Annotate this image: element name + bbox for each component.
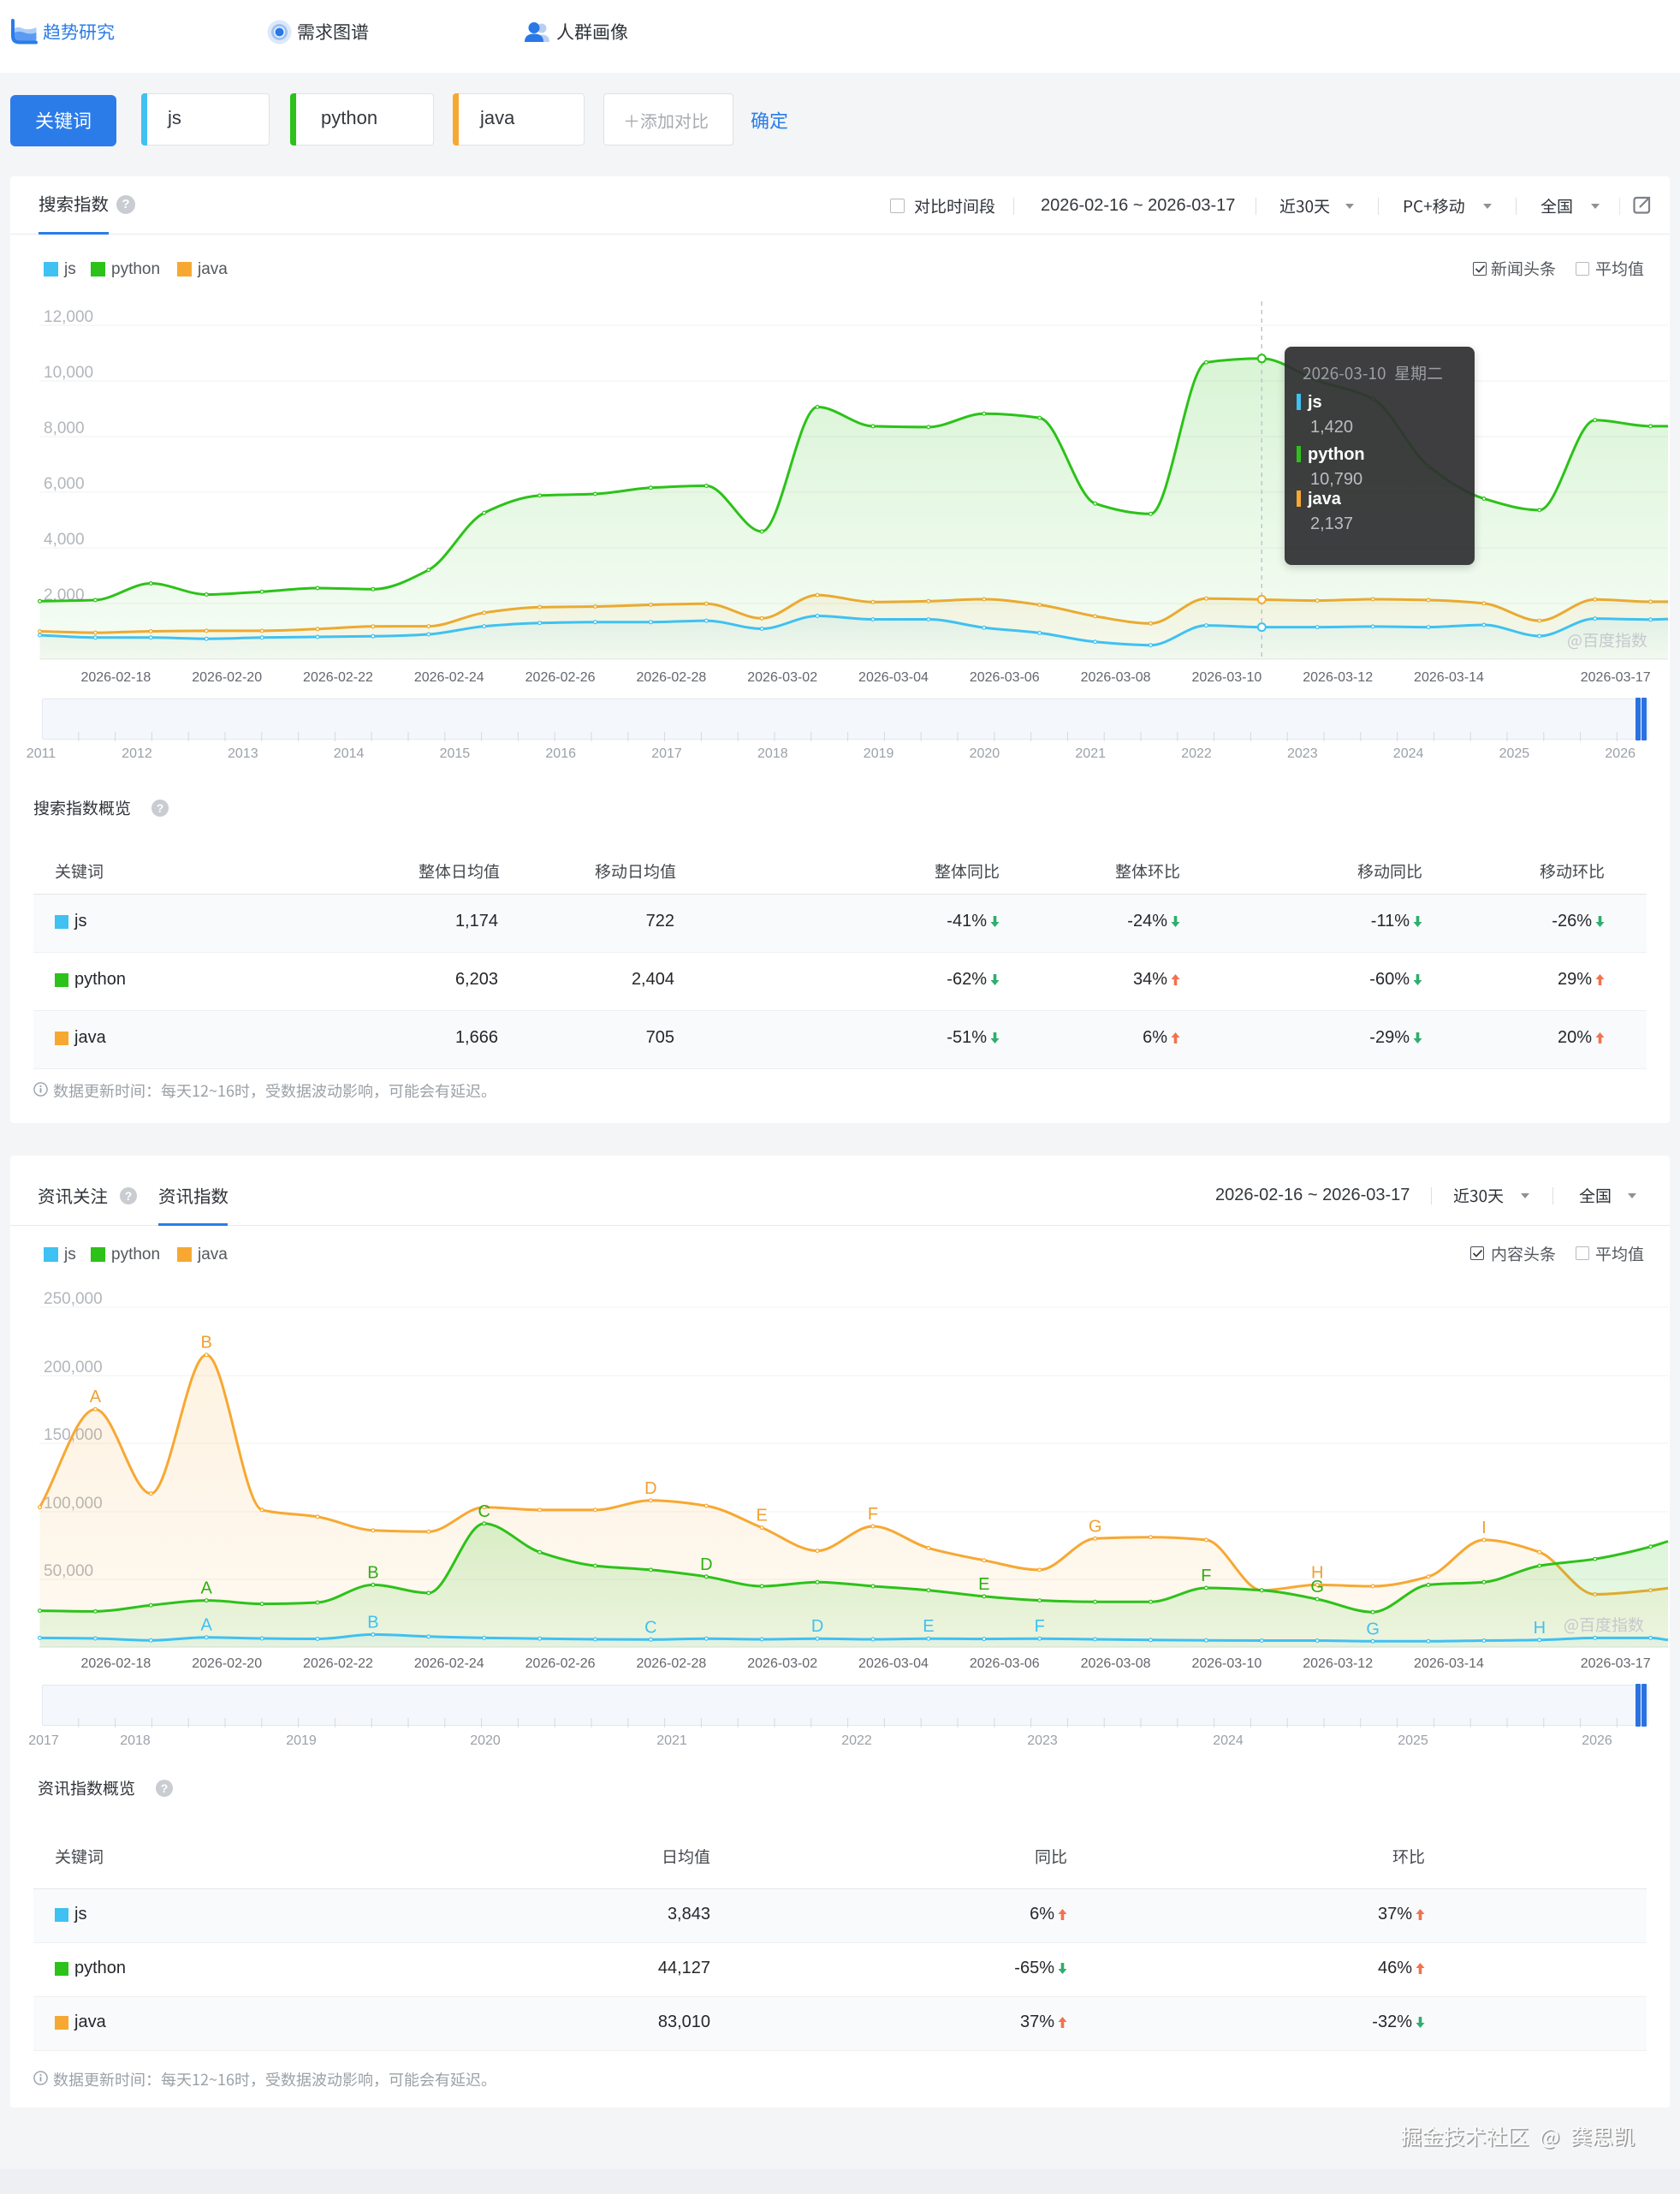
svg-text:6,000: 6,000 xyxy=(44,475,85,493)
svg-text:2026-02-28: 2026-02-28 xyxy=(636,670,706,685)
svg-text:8,000: 8,000 xyxy=(44,419,85,437)
svg-text:2026-02-20: 2026-02-20 xyxy=(192,670,262,685)
svg-text:2026-03-08: 2026-03-08 xyxy=(1081,1656,1151,1671)
svg-text:F: F xyxy=(868,1505,878,1524)
svg-text:A: A xyxy=(90,1388,102,1406)
svg-text:H: H xyxy=(1311,1563,1323,1582)
svg-text:D: D xyxy=(644,1479,656,1498)
svg-text:D: D xyxy=(700,1555,712,1574)
svg-text:2026-03-14: 2026-03-14 xyxy=(1414,1656,1484,1671)
svg-text:2026-02-26: 2026-02-26 xyxy=(525,1656,596,1671)
svg-text:2026-03-06: 2026-03-06 xyxy=(970,670,1040,685)
svg-text:250,000: 250,000 xyxy=(44,1290,103,1308)
svg-text:G: G xyxy=(1089,1517,1102,1536)
svg-text:2026-02-24: 2026-02-24 xyxy=(414,1656,484,1671)
svg-text:F: F xyxy=(1201,1567,1211,1585)
svg-text:C: C xyxy=(644,1618,656,1637)
svg-text:2026-03-08: 2026-03-08 xyxy=(1081,670,1151,685)
svg-text:G: G xyxy=(1310,1578,1324,1596)
svg-text:B: B xyxy=(201,1334,212,1353)
svg-text:12,000: 12,000 xyxy=(44,308,93,326)
svg-text:C: C xyxy=(478,1502,490,1521)
svg-text:2026-03-06: 2026-03-06 xyxy=(970,1656,1040,1671)
svg-text:2026-03-04: 2026-03-04 xyxy=(858,1656,929,1671)
svg-text:2026-02-18: 2026-02-18 xyxy=(80,670,151,685)
svg-text:2026-03-04: 2026-03-04 xyxy=(858,670,929,685)
svg-text:A: A xyxy=(201,1579,213,1598)
svg-text:10,000: 10,000 xyxy=(44,364,93,382)
svg-text:2026-02-24: 2026-02-24 xyxy=(414,670,484,685)
svg-text:2026-02-20: 2026-02-20 xyxy=(192,1656,262,1671)
svg-text:E: E xyxy=(757,1507,768,1525)
svg-text:2026-03-12: 2026-03-12 xyxy=(1303,1656,1373,1671)
svg-text:4,000: 4,000 xyxy=(44,531,85,549)
svg-text:2026-03-10: 2026-03-10 xyxy=(1191,670,1261,685)
svg-text:B: B xyxy=(367,1613,378,1632)
svg-text:2026-03-10: 2026-03-10 xyxy=(1191,1656,1261,1671)
svg-text:2026-02-22: 2026-02-22 xyxy=(303,670,373,685)
svg-text:2026-03-12: 2026-03-12 xyxy=(1303,670,1373,685)
svg-text:D: D xyxy=(811,1617,823,1636)
svg-text:F: F xyxy=(1035,1617,1045,1636)
svg-text:G: G xyxy=(1366,1620,1380,1638)
svg-text:2026-03-17: 2026-03-17 xyxy=(1581,670,1651,685)
svg-text:E: E xyxy=(923,1617,934,1636)
svg-text:2026-02-28: 2026-02-28 xyxy=(636,1656,706,1671)
svg-text:2026-03-17: 2026-03-17 xyxy=(1581,1656,1651,1671)
svg-text:2026-02-18: 2026-02-18 xyxy=(80,1656,151,1671)
svg-text:H: H xyxy=(1534,1619,1546,1638)
svg-text:2026-02-26: 2026-02-26 xyxy=(525,670,596,685)
svg-text:B: B xyxy=(367,1563,378,1582)
svg-text:2026-03-14: 2026-03-14 xyxy=(1414,670,1484,685)
svg-text:200,000: 200,000 xyxy=(44,1359,103,1376)
svg-text:E: E xyxy=(978,1575,989,1594)
svg-text:I: I xyxy=(1481,1519,1487,1537)
svg-text:2026-03-02: 2026-03-02 xyxy=(747,1656,817,1671)
svg-text:A: A xyxy=(201,1616,213,1635)
svg-text:2026-03-02: 2026-03-02 xyxy=(747,670,817,685)
svg-text:2026-02-22: 2026-02-22 xyxy=(303,1656,373,1671)
